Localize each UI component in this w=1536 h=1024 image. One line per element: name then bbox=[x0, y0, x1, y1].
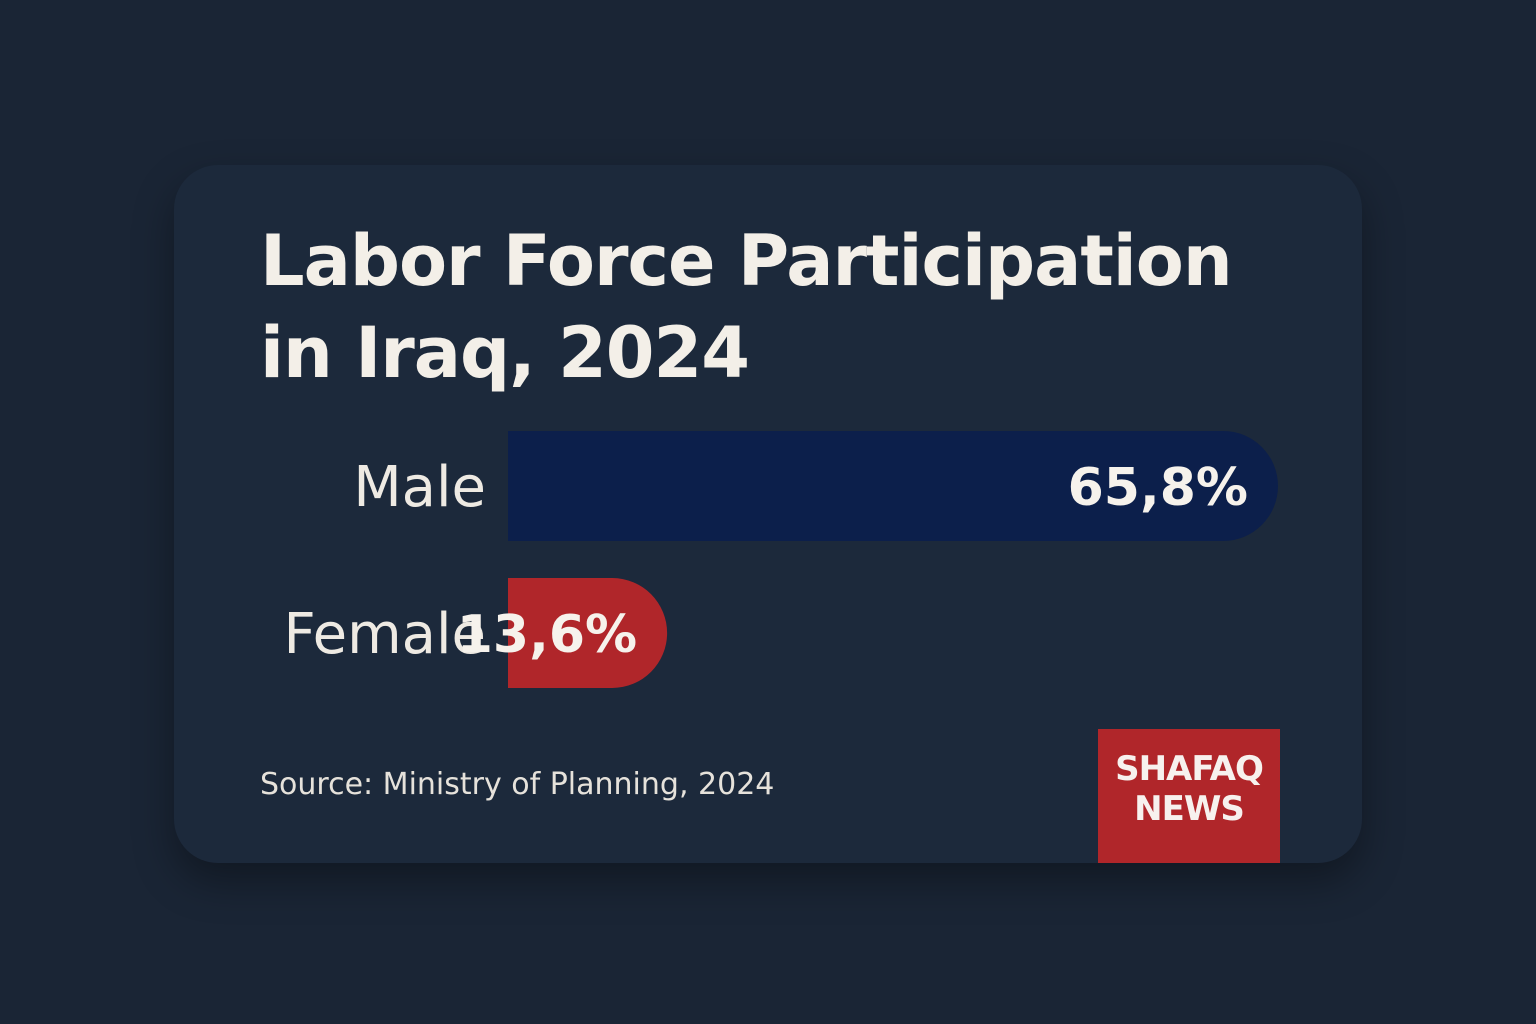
chart-title: Labor Force Participation in Iraq, 2024 bbox=[260, 215, 1320, 399]
logo-line-2: NEWS bbox=[1134, 789, 1245, 829]
bar-female bbox=[508, 578, 668, 688]
chart-card: Labor Force Participation in Iraq, 2024 … bbox=[174, 165, 1362, 863]
value-label-female: 13,6% bbox=[457, 605, 637, 665]
shafaq-news-logo: SHAFAQ NEWS bbox=[1098, 729, 1280, 863]
value-label-male: 65,8% bbox=[1068, 458, 1248, 518]
source-note: Source: Ministry of Planning, 2024 bbox=[260, 767, 775, 802]
logo-line-1: SHAFAQ bbox=[1115, 749, 1264, 789]
chart-title-line-2: in Iraq, 2024 bbox=[260, 312, 750, 394]
bar-male bbox=[508, 431, 1278, 541]
category-label-male: Male bbox=[353, 455, 486, 520]
category-label-female: Female bbox=[284, 602, 486, 667]
chart-title-line-1: Labor Force Participation bbox=[260, 220, 1233, 302]
